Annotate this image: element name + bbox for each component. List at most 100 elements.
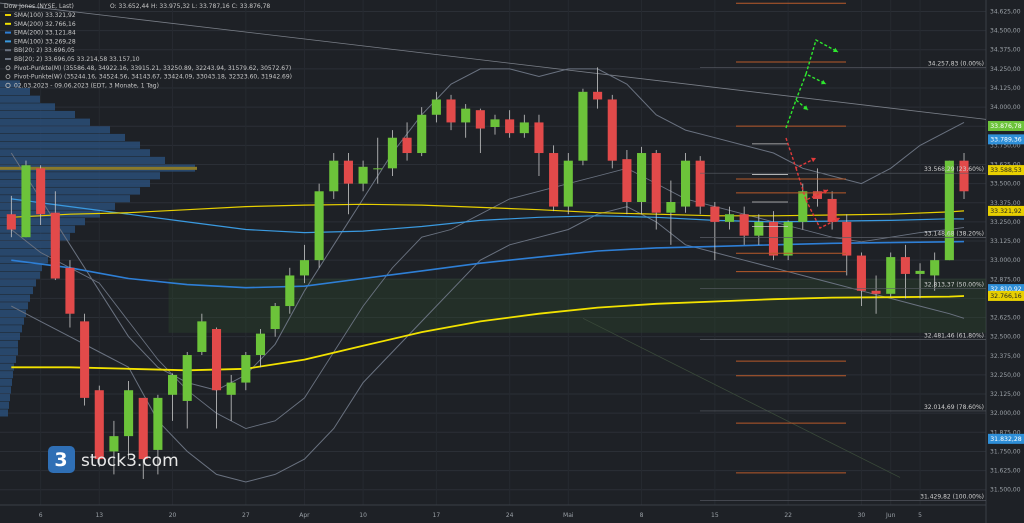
y-tick-label: 31.875,00 bbox=[990, 429, 1021, 436]
candle-body bbox=[886, 257, 896, 294]
x-tick-label: 6 bbox=[39, 512, 43, 519]
green-arrow-3-head bbox=[833, 47, 838, 52]
candle-body bbox=[80, 321, 90, 398]
legend-swatch bbox=[5, 49, 11, 52]
y-tick-label: 31.625,00 bbox=[990, 468, 1021, 475]
volume-bar bbox=[0, 355, 16, 363]
x-tick-label: 22 bbox=[784, 512, 792, 519]
candle-body bbox=[65, 267, 75, 314]
header: Dow Jones (NYSE, Last) O: 33.652,44 H: 3… bbox=[4, 3, 292, 89]
candle-body bbox=[622, 159, 632, 202]
volume-bar bbox=[0, 87, 30, 96]
fib-label: 31.429,82 (100.00%) bbox=[920, 493, 984, 500]
pivot-icon bbox=[5, 65, 11, 71]
x-tick-label: 15 bbox=[711, 512, 719, 519]
brand-logo: 3 stock3.com bbox=[48, 446, 179, 473]
candle-body bbox=[461, 108, 471, 123]
chart-title: Dow Jones (NYSE, Last) bbox=[4, 3, 74, 10]
y-tick-label: 33.250,00 bbox=[990, 219, 1021, 226]
candle-body bbox=[578, 91, 588, 161]
volume-poc bbox=[0, 166, 197, 170]
candle-body bbox=[871, 290, 881, 294]
y-tick-label: 33.625,00 bbox=[990, 162, 1021, 169]
y-tick-label: 32.250,00 bbox=[990, 372, 1021, 379]
candle-body bbox=[534, 122, 544, 154]
legend-item: BB(20; 2) 33.696,05 bbox=[14, 47, 75, 54]
bb-lower bbox=[11, 206, 965, 483]
levels: 34.257,83 (0.00%) 33.568,29 (23.60%) 33.14… bbox=[700, 2, 986, 501]
candle-body bbox=[373, 168, 383, 170]
legend-swatch bbox=[5, 22, 11, 25]
volume-bar bbox=[0, 279, 36, 287]
volume-bar bbox=[0, 172, 160, 180]
candle-body bbox=[211, 329, 222, 391]
price-badge-label: 32.766,16 bbox=[990, 293, 1022, 300]
price-badge bbox=[988, 205, 1024, 216]
candle-body bbox=[798, 191, 808, 222]
volume-bar bbox=[0, 286, 33, 295]
legend-swatch bbox=[5, 14, 11, 16]
ema100-line bbox=[11, 198, 965, 234]
volume-bar bbox=[0, 340, 18, 348]
candle-body bbox=[680, 160, 691, 207]
volume-bar bbox=[0, 302, 28, 310]
candle-body bbox=[768, 221, 779, 256]
y-tick-label: 32.625,00 bbox=[990, 315, 1021, 322]
candle-body bbox=[519, 122, 529, 134]
legend-swatch bbox=[5, 58, 11, 60]
price-badge-label: 33.588,53 bbox=[990, 167, 1022, 174]
volume-bar bbox=[0, 317, 24, 325]
candle-body bbox=[314, 191, 324, 261]
x-tick-label: 13 bbox=[95, 512, 103, 519]
volume-bar bbox=[0, 225, 75, 233]
y-tick-label: 32.125,00 bbox=[990, 391, 1021, 398]
volume-bar bbox=[0, 195, 130, 203]
candle-body bbox=[724, 214, 735, 222]
candle-body bbox=[446, 99, 456, 123]
y-tick-label: 34.500,00 bbox=[990, 28, 1021, 35]
candle-body bbox=[124, 390, 134, 437]
candle-body bbox=[36, 168, 46, 215]
price-badge bbox=[988, 290, 1024, 301]
candle-body bbox=[900, 257, 910, 274]
candle-body bbox=[695, 160, 705, 207]
logo-mark: 3 bbox=[54, 449, 67, 471]
legend: SMA(100) 33.321,92 SMA(200) 32.766,16 EMA(… bbox=[5, 12, 292, 89]
price-badge bbox=[988, 165, 1024, 176]
fib-label: 34.257,83 (0.00%) bbox=[928, 61, 984, 68]
volume-bar bbox=[0, 202, 115, 210]
y-tick-label: 34.125,00 bbox=[990, 85, 1021, 92]
candle-body bbox=[299, 260, 310, 276]
x-tick-label: 27 bbox=[242, 512, 250, 519]
pivot-icon bbox=[5, 74, 11, 79]
candle-body bbox=[417, 114, 427, 154]
y-tick-label: 33.750,00 bbox=[990, 142, 1021, 149]
candle-body bbox=[475, 110, 485, 129]
projection-arrows bbox=[785, 38, 841, 229]
x-tick-label: 8 bbox=[640, 512, 644, 519]
candle-body bbox=[109, 436, 119, 452]
price-badge bbox=[988, 120, 1024, 131]
volume-bar bbox=[0, 394, 10, 402]
y-tick-label: 34.625,00 bbox=[990, 8, 1021, 15]
price-badge bbox=[988, 134, 1024, 145]
fib-label: 32.813,37 (50.00%) bbox=[924, 282, 984, 289]
legend-swatch bbox=[5, 40, 11, 43]
y-tick-label: 34.375,00 bbox=[990, 47, 1021, 54]
price-badge-label: 31.832,28 bbox=[990, 436, 1022, 443]
logo-text: stock3.com bbox=[81, 451, 179, 471]
candle-body bbox=[255, 333, 266, 356]
x-tick-label: 17 bbox=[433, 512, 441, 519]
volume-bar bbox=[0, 363, 14, 371]
candle-body bbox=[241, 355, 251, 383]
legend-item: BB(20; 2) 33.696,05 33.214,58 33.157,10 bbox=[14, 56, 140, 63]
volume-bar bbox=[0, 325, 22, 333]
volume-bar bbox=[0, 149, 150, 157]
fib-label: 33.568,29 (23.60%) bbox=[924, 166, 984, 173]
x-tick-label: 5 bbox=[918, 512, 922, 519]
price-badge bbox=[988, 433, 1024, 444]
candle-body bbox=[329, 160, 339, 192]
volume-bar bbox=[0, 118, 90, 126]
indicators bbox=[0, 2, 987, 483]
volume-bar bbox=[0, 309, 26, 318]
